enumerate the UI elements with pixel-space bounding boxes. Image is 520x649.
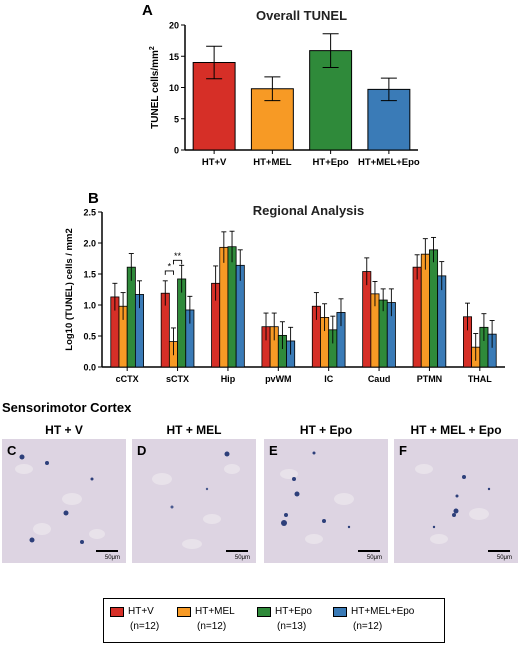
- y-axis-label: TUNEL cells/mm2: [149, 46, 161, 129]
- panel-a-letter: A: [142, 2, 153, 19]
- y-tick-label: 1.0: [83, 301, 96, 311]
- x-tick-label: THAL: [468, 374, 492, 384]
- x-tick-label: HT+MEL+Epo: [358, 157, 420, 168]
- image-label-f: HT + MEL + Epo: [410, 423, 502, 437]
- y-tick-label: 1.5: [83, 270, 96, 280]
- scale-bar-label: 50μm: [496, 555, 512, 561]
- x-tick-label: HT+Epo: [313, 157, 349, 168]
- y-tick-label: 0.0: [83, 363, 96, 373]
- legend-swatch: [177, 607, 191, 617]
- x-tick-label: HT+MEL: [253, 157, 291, 168]
- image-label-e: HT + Epo: [299, 423, 353, 437]
- scale-bar: [226, 550, 248, 552]
- y-tick-label: 0: [174, 146, 179, 156]
- bar-ptmn-0: [412, 266, 422, 368]
- legend-count: (n=12): [353, 621, 383, 632]
- y-axis-label-superscript: 2: [149, 46, 156, 50]
- legend-swatch: [333, 607, 347, 617]
- image-label-d: HT + MEL: [166, 423, 222, 437]
- x-tick-label: Hip: [221, 374, 236, 384]
- image-letter-f: F: [399, 443, 407, 458]
- scale-bar: [488, 550, 510, 552]
- bar-ptmn-2: [429, 249, 439, 368]
- image-letter-e: E: [269, 443, 278, 458]
- regional-analysis-chart: Regional Analysis Log10 (TUNEL) cells / m…: [64, 203, 505, 384]
- micrograph-f: F 50μm: [394, 439, 518, 563]
- y-tick-label: 20: [169, 21, 179, 31]
- x-tick-label: PTMN: [417, 374, 443, 384]
- y-axis-label: Log10 (TUNEL) cells / mm2: [64, 228, 75, 350]
- scale-bar: [96, 550, 118, 552]
- significance-bracket: [173, 259, 183, 265]
- image-letter-c: C: [7, 443, 17, 458]
- significance-label: *: [168, 261, 172, 271]
- image-letter-d: D: [137, 443, 147, 458]
- legend-swatch: [110, 607, 124, 617]
- panel-b-letter: B: [88, 190, 99, 207]
- micrograph-c: C 50μm: [2, 439, 126, 563]
- scale-bar-label: 50μm: [234, 555, 250, 561]
- y-tick-label: 2.0: [83, 239, 96, 249]
- y-tick-label: 5: [174, 114, 179, 124]
- x-tick-label: HT+V: [202, 157, 227, 168]
- scale-bar-label: 50μm: [366, 555, 382, 561]
- tissue-texture: [415, 464, 491, 544]
- legend: HT+V (n=12) HT+MEL (n=12) HT+Epo (n=13) …: [103, 598, 445, 643]
- significance-label: **: [174, 251, 182, 261]
- bar-cctx-2: [126, 266, 136, 368]
- legend-count: (n=12): [197, 621, 227, 632]
- legend-count: (n=13): [277, 621, 307, 632]
- overall-tunel-chart: Overall TUNEL TUNEL cells/mm2 0 5 10 15 20 HT+V…: [149, 8, 420, 168]
- x-tick-label: IC: [324, 374, 334, 384]
- micrograph-e: E 50μm: [264, 439, 388, 563]
- chart-title: Regional Analysis: [253, 203, 365, 218]
- legend-label: HT+MEL: [195, 606, 235, 617]
- legend-label: HT+V: [128, 606, 154, 617]
- legend-label: HT+Epo: [275, 606, 312, 617]
- bar-ptmn-1: [420, 253, 430, 368]
- chart-title: Overall TUNEL: [256, 8, 347, 23]
- x-tick-label: Caud: [368, 374, 391, 384]
- x-tick-label: cCTX: [116, 374, 139, 384]
- section-title: Sensorimotor Cortex: [2, 400, 132, 415]
- micrograph-d: D 50μm: [132, 439, 256, 563]
- legend-label: HT+MEL+Epo: [351, 606, 415, 617]
- x-tick-label: sCTX: [166, 374, 189, 384]
- bar-hip-2: [227, 246, 237, 368]
- tissue-texture: [15, 454, 105, 544]
- y-tick-label: 2.5: [83, 208, 96, 218]
- legend-swatch: [257, 607, 271, 617]
- y-tick-label: 0.5: [83, 332, 96, 342]
- scale-bar-label: 50μm: [104, 555, 120, 561]
- bar-hip-1: [219, 246, 229, 368]
- significance-bracket: [164, 270, 174, 275]
- image-label-c: HT + V: [45, 423, 83, 437]
- y-tick-label: 10: [169, 83, 179, 93]
- scale-bar: [358, 550, 380, 552]
- x-tick-label: pvWM: [265, 374, 292, 384]
- y-tick-label: 15: [169, 52, 179, 62]
- legend-count: (n=12): [130, 621, 160, 632]
- tissue-texture: [152, 451, 240, 549]
- tissue-texture: [280, 451, 354, 544]
- bar-caud-0: [362, 271, 372, 368]
